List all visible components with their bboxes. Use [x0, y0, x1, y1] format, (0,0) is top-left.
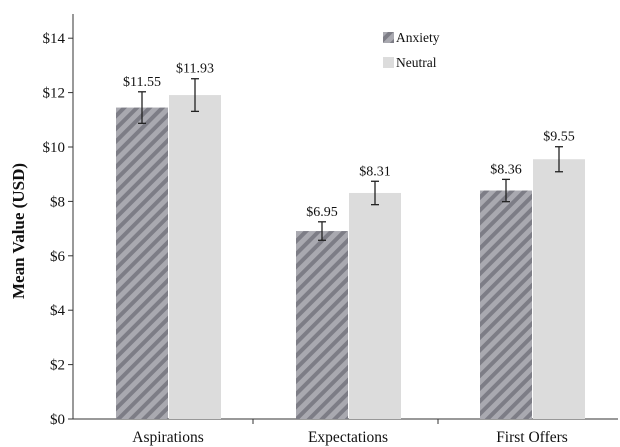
bar-anxiety-first-offers — [480, 190, 532, 419]
y-tick-label: $0 — [50, 412, 65, 428]
data-label: $6.95 — [306, 205, 338, 220]
bar-neutral-first-offers — [533, 159, 585, 420]
bar-anxiety-expectations — [296, 231, 348, 419]
bar-anxiety-aspirations — [116, 107, 168, 419]
data-label: $11.55 — [123, 75, 161, 90]
bar-neutral-expectations — [349, 192, 401, 419]
y-tick-label: $12 — [43, 86, 66, 102]
data-label: $8.36 — [490, 162, 522, 177]
y-tick-label: $4 — [50, 303, 66, 319]
y-tick-label: $8 — [50, 194, 65, 210]
legend-label-neutral: Neutral — [396, 55, 437, 70]
data-label: $8.31 — [359, 164, 391, 179]
y-axis-title: Mean Value (USD) — [9, 163, 28, 299]
bar-neutral-aspirations — [169, 95, 221, 419]
x-category-label: First Offers — [496, 429, 568, 446]
plot-area: $0 $2 $4 $6 $8 $10 $12 $14 Aspirations Expectatio… — [43, 14, 618, 446]
x-category-label: Aspirations — [132, 429, 203, 446]
y-tick-label: $14 — [43, 31, 66, 47]
y-tick-label: $10 — [43, 140, 66, 156]
data-label: $9.55 — [543, 130, 575, 145]
legend-label-anxiety: Anxiety — [396, 30, 440, 45]
legend-swatch-neutral — [383, 57, 394, 68]
x-category-label: Expectations — [308, 429, 388, 446]
data-label: $11.93 — [176, 62, 214, 77]
y-tick-label: $2 — [50, 358, 65, 374]
y-tick-label: $6 — [50, 249, 66, 265]
legend-swatch-anxiety — [383, 32, 394, 43]
